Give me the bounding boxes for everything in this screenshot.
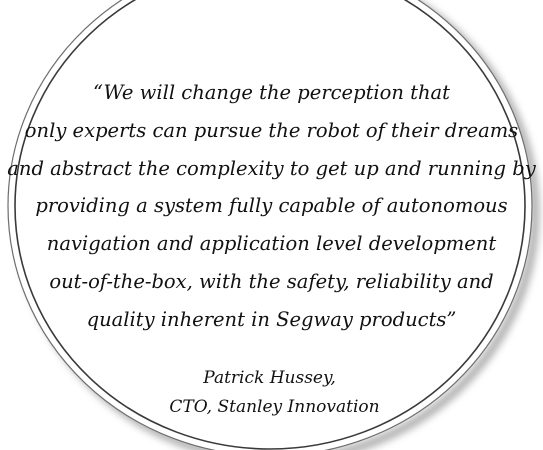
quote-line-7: quality inherent in Segway products”	[86, 307, 457, 331]
author-name: Patrick Hussey,	[203, 368, 336, 388]
quote-line-1: “We will change the perception that	[92, 81, 451, 104]
quote-line-3: and abstract the complexity to get up an…	[7, 156, 536, 180]
author-title: CTO, Stanley Innovation	[169, 397, 380, 417]
quote-line-4: providing a system fully capable of auto…	[35, 194, 508, 218]
quote-attribution: Patrick Hussey, CTO, Stanley Innovation	[0, 364, 543, 422]
testimonial-quote: “We will change the perception that only…	[0, 74, 543, 339]
quote-line-5: navigation and application level develop…	[46, 232, 497, 256]
quote-line-6: out-of-the-box, with the safety, reliabi…	[49, 269, 494, 293]
quote-line-2: only experts can pursue the robot of the…	[24, 118, 519, 142]
frame-inner-ring	[14, 0, 526, 450]
